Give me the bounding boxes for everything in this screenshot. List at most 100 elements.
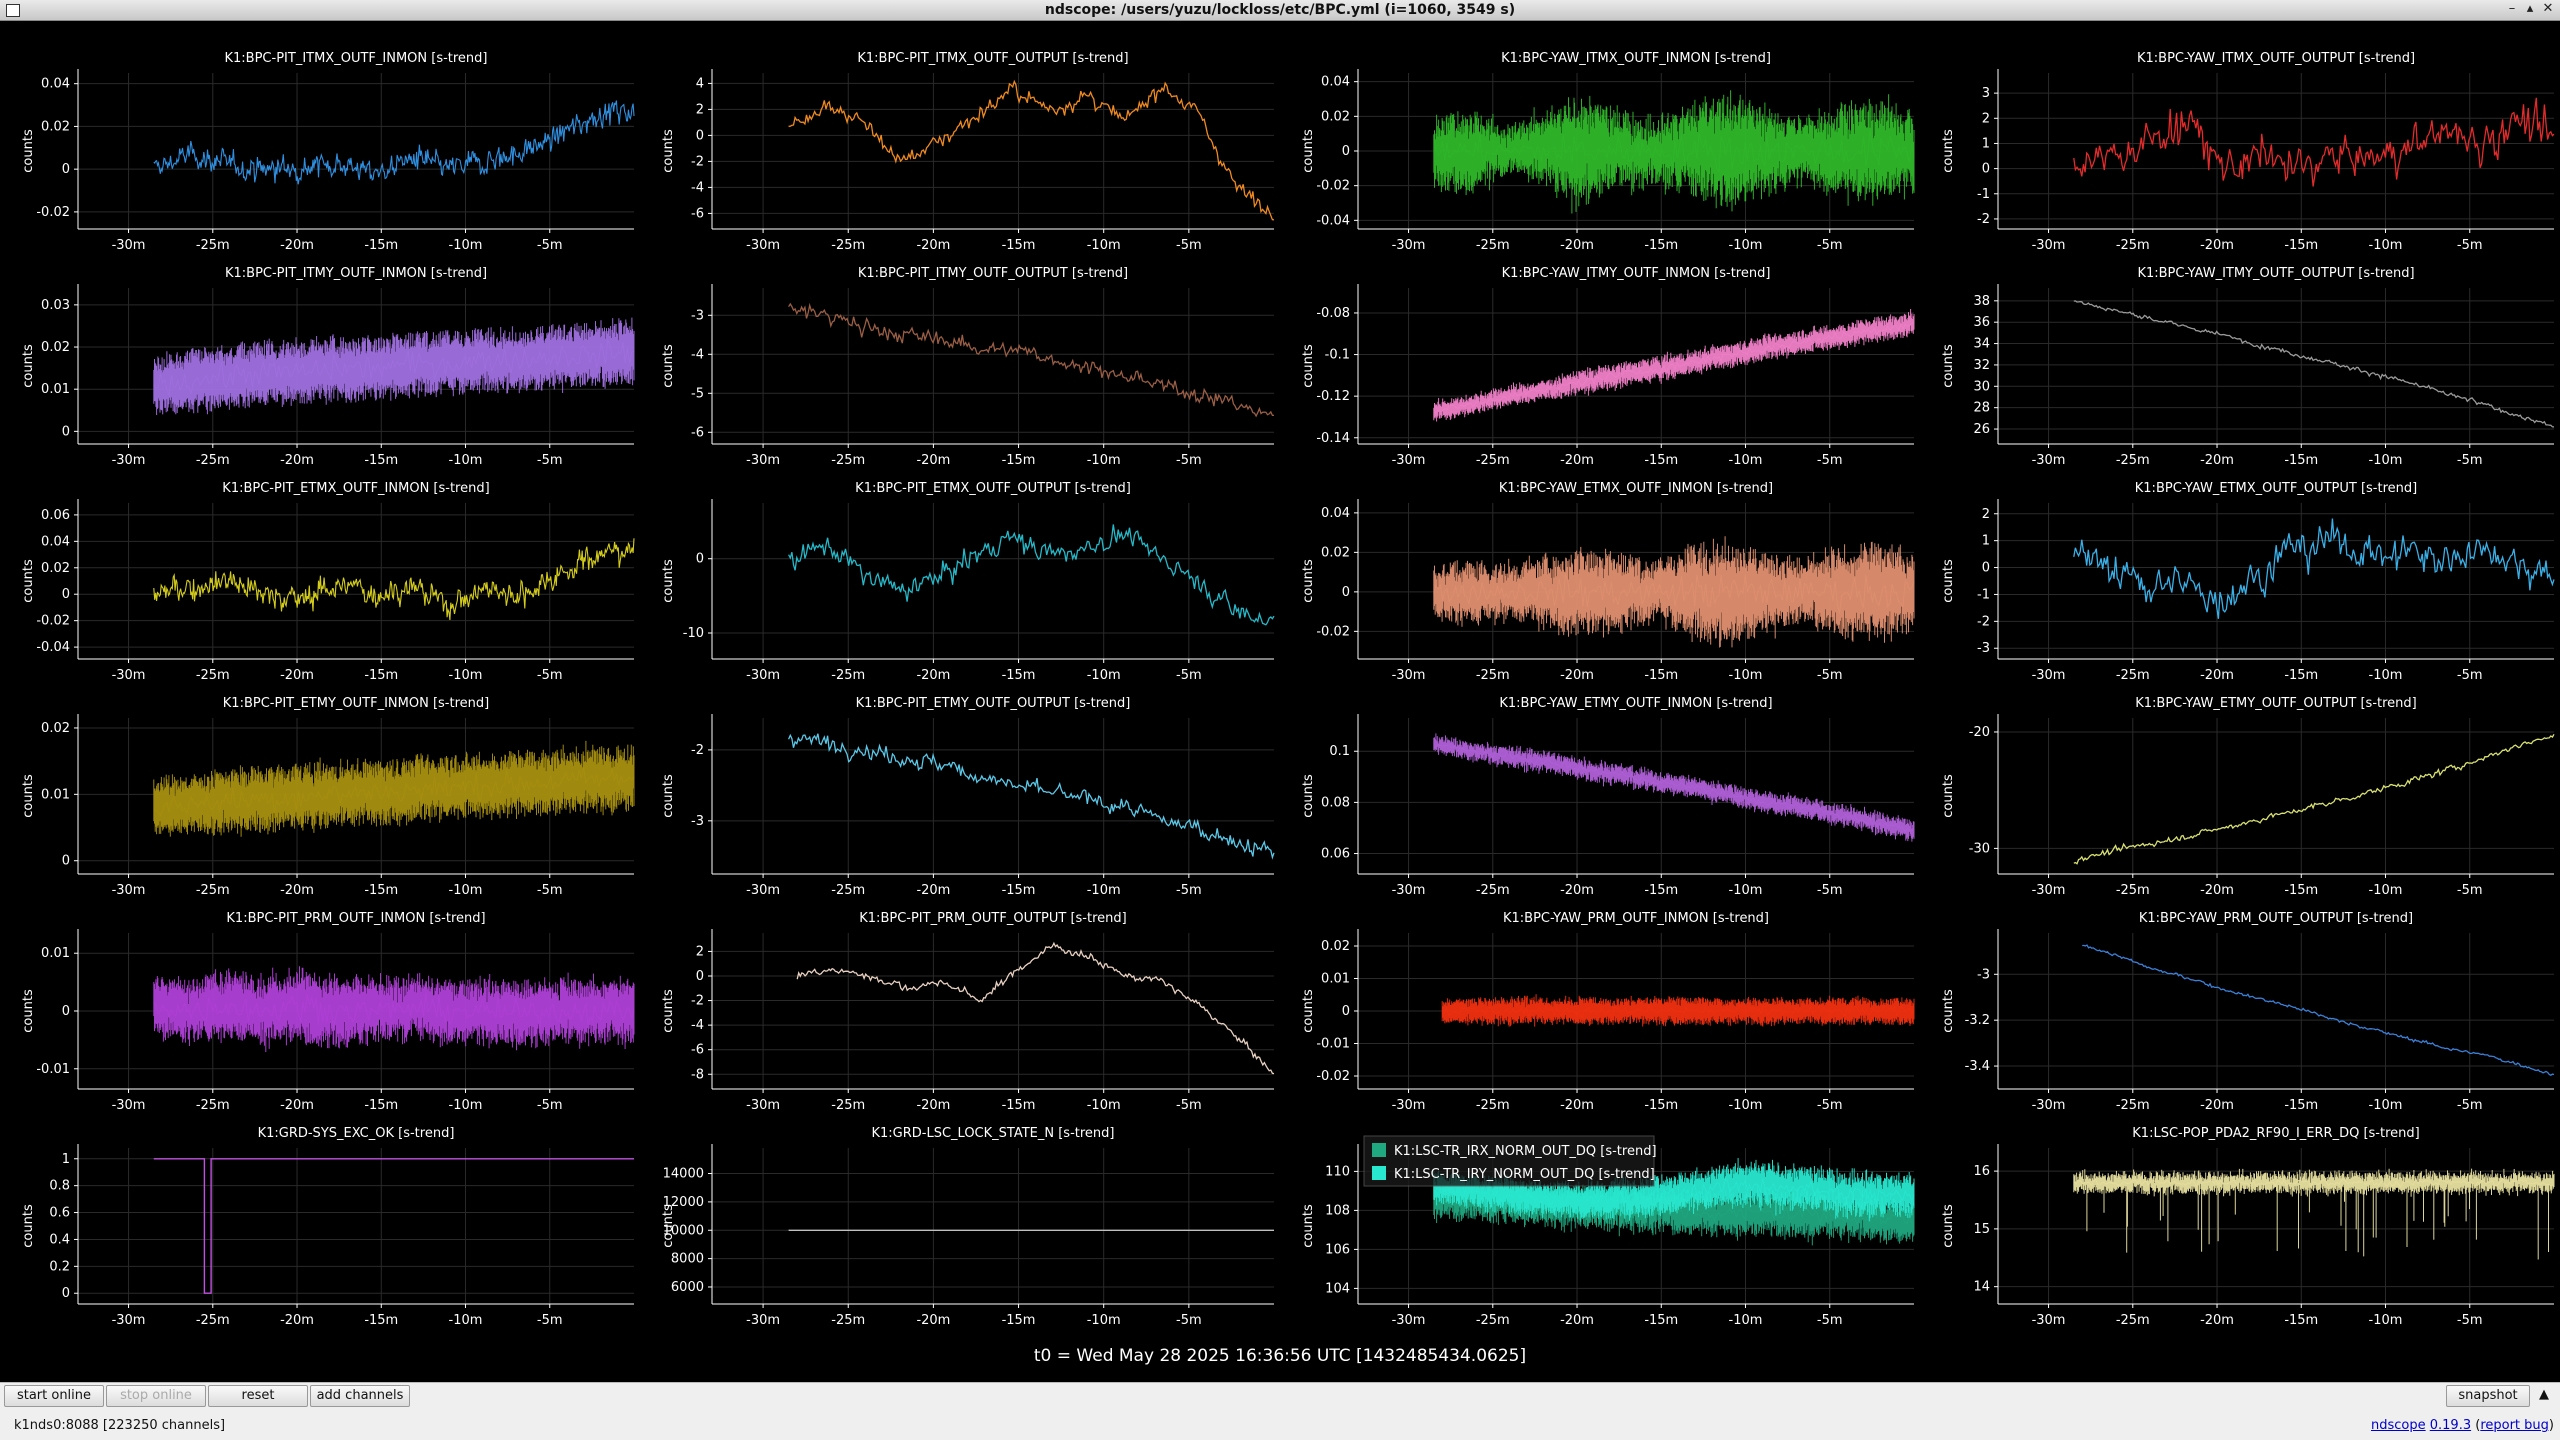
y-tick-label: 6000 bbox=[671, 1280, 704, 1295]
x-tick-label: -10m bbox=[1087, 1098, 1121, 1113]
x-tick-label: -5m bbox=[537, 1098, 563, 1113]
ndscope-link[interactable]: ndscope bbox=[2370, 1418, 2426, 1433]
plot-title: K1:GRD-LSC_LOCK_STATE_N [s-trend] bbox=[871, 1126, 1114, 1141]
y-tick-label: 1 bbox=[1982, 136, 1990, 151]
report-bug-link[interactable]: report bug bbox=[2480, 1418, 2549, 1433]
y-tick-label: 0 bbox=[62, 162, 70, 177]
plot-panel[interactable]: K1:GRD-LSC_LOCK_STATE_N [s-trend] 14000 12… bbox=[661, 1126, 1274, 1328]
plot-panel[interactable]: K1:BPC-PIT_ITMY_OUTF_OUTPUT [s-trend] -3 -… bbox=[661, 266, 1274, 468]
start-online-button[interactable]: start online bbox=[4, 1385, 104, 1407]
maximize-button[interactable]: ▴ bbox=[2526, 1, 2534, 16]
plot-title: K1:BPC-PIT_ITMX_OUTF_OUTPUT [s-trend] bbox=[857, 51, 1128, 66]
legend-swatch bbox=[1372, 1166, 1386, 1180]
x-tick-label: -20m bbox=[280, 1098, 314, 1113]
x-tick-label: -15m bbox=[1644, 1313, 1678, 1328]
plot-panel[interactable]: K1:BPC-YAW_ITMX_OUTF_OUTPUT [s-trend] 3 2 1… bbox=[1941, 51, 2555, 253]
plot-panel[interactable]: K1:BPC-PIT_ITMY_OUTF_INMON [s-trend] 0.03… bbox=[21, 266, 635, 468]
y-tick-label: -0.01 bbox=[1316, 1037, 1350, 1052]
plot-panel[interactable]: K1:BPC-PIT_ETMY_OUTF_INMON [s-trend] 0.02… bbox=[21, 696, 635, 898]
x-tick-label: -25m bbox=[1476, 668, 1510, 683]
y-tick-label: 0.02 bbox=[1321, 109, 1350, 124]
plot-panel[interactable]: K1:BPC-PIT_PRM_OUTF_OUTPUT [s-trend] 2 0 -2… bbox=[661, 911, 1275, 1113]
x-tick-label: -10m bbox=[2369, 1313, 2403, 1328]
plot-panel[interactable]: K1:BPC-YAW_ITMY_OUTF_INMON [s-trend] -0.0… bbox=[1301, 266, 1915, 468]
plot-panel[interactable]: K1:BPC-YAW_PRM_OUTF_INMON [s-trend] 0.02 0… bbox=[1301, 911, 1915, 1113]
x-tick-label: -5m bbox=[1176, 883, 1202, 898]
version-link[interactable]: 0.19.3 bbox=[2429, 1418, 2472, 1433]
close-button[interactable]: ✕ bbox=[2542, 1, 2554, 16]
plot-title: K1:BPC-PIT_ETMY_OUTF_OUTPUT [s-trend] bbox=[856, 696, 1131, 711]
y-tick-label: 0.08 bbox=[1321, 795, 1350, 810]
y-tick-label: -3 bbox=[691, 814, 704, 829]
y-tick-label: -30 bbox=[1969, 841, 1990, 856]
plot-panel[interactable]: K1:BPC-YAW_ETMY_OUTF_OUTPUT [s-trend] -20… bbox=[1941, 696, 2555, 898]
plot-panel[interactable]: K1:BPC-PIT_ETMY_OUTF_OUTPUT [s-trend] -2 -… bbox=[661, 696, 1275, 898]
x-tick-label: -10m bbox=[1087, 453, 1121, 468]
add-channels-button[interactable]: add channels bbox=[310, 1385, 410, 1407]
y-tick-label: 110 bbox=[1325, 1164, 1350, 1179]
collapse-icon[interactable]: ▲ bbox=[2539, 1387, 2549, 1402]
x-tick-label: -5m bbox=[1176, 1098, 1202, 1113]
y-tick-label: 0.01 bbox=[41, 946, 70, 961]
plot-panel[interactable]: 110 108 106 104 -30m -25m -20m -15m -10m -5m count… bbox=[1301, 1135, 1915, 1328]
t0-label: t0 = Wed May 28 2025 16:36:56 UTC [14324… bbox=[1033, 1346, 1527, 1366]
plot-panel[interactable]: K1:GRD-SYS_EXC_OK [s-trend] 1 0.8 0.6 0.4 0.2… bbox=[21, 1126, 634, 1328]
plot-panel[interactable]: K1:BPC-YAW_ETMY_OUTF_INMON [s-trend] 0.1 0… bbox=[1301, 696, 1915, 898]
minimize-button[interactable]: – bbox=[2508, 1, 2516, 16]
y-tick-label: 16 bbox=[1973, 1164, 1990, 1179]
y-tick-label: -0.02 bbox=[36, 205, 70, 220]
plot-panel[interactable]: K1:BPC-PIT_ITMX_OUTF_INMON [s-trend] 0.04… bbox=[21, 51, 635, 253]
x-tick-label: -15m bbox=[1644, 238, 1678, 253]
data-trace bbox=[2073, 1176, 2555, 1189]
plot-panel[interactable]: K1:BPC-PIT_ETMX_OUTF_INMON [s-trend] 0.06… bbox=[21, 481, 635, 683]
x-tick-label: -15m bbox=[2284, 668, 2318, 683]
y-tick-label: 0.02 bbox=[41, 340, 70, 355]
x-tick-label: -10m bbox=[2369, 1098, 2403, 1113]
x-tick-label: -15m bbox=[1644, 1098, 1678, 1113]
x-tick-label: -15m bbox=[1644, 668, 1678, 683]
snapshot-button[interactable]: snapshot bbox=[2446, 1385, 2530, 1407]
x-tick-label: -5m bbox=[537, 883, 563, 898]
reset-button[interactable]: reset bbox=[208, 1385, 308, 1407]
x-tick-label: -10m bbox=[1087, 1313, 1121, 1328]
data-trace bbox=[153, 767, 635, 818]
plot-panel[interactable]: K1:LSC-POP_PDA2_RF90_I_ERR_DQ [s-trend] 1… bbox=[1941, 1126, 2555, 1328]
y-tick-label: 0 bbox=[62, 587, 70, 602]
plot-panel[interactable]: K1:BPC-YAW_PRM_OUTF_OUTPUT [s-trend] -3 -3… bbox=[1941, 911, 2555, 1113]
x-tick-label: -20m bbox=[916, 1098, 950, 1113]
plot-panel[interactable]: K1:BPC-PIT_ITMX_OUTF_OUTPUT [s-trend] 4 2 0… bbox=[661, 51, 1275, 253]
plot-panel[interactable]: K1:BPC-YAW_ITMX_OUTF_INMON [s-trend] 0.04… bbox=[1301, 51, 1915, 253]
x-tick-label: -10m bbox=[1087, 883, 1121, 898]
plot-panel[interactable]: K1:BPC-YAW_ETMX_OUTF_INMON [s-trend] 0.04… bbox=[1301, 481, 1915, 683]
x-tick-label: -30m bbox=[112, 883, 146, 898]
x-tick-label: -20m bbox=[1560, 668, 1594, 683]
x-tick-label: -30m bbox=[1392, 668, 1426, 683]
plot-title: K1:BPC-PIT_PRM_OUTF_INMON [s-trend] bbox=[226, 911, 485, 926]
x-tick-label: -20m bbox=[2200, 1313, 2234, 1328]
y-axis-label: counts bbox=[21, 989, 36, 1033]
plot-panel[interactable]: K1:BPC-YAW_ITMY_OUTF_OUTPUT [s-trend] 38 3… bbox=[1941, 266, 2555, 468]
y-axis-label: counts bbox=[1301, 774, 1316, 818]
plot-grid[interactable]: K1:BPC-PIT_ITMX_OUTF_INMON [s-trend] 0.04… bbox=[0, 21, 2560, 1381]
y-axis-label: counts bbox=[1941, 559, 1956, 603]
plot-panel[interactable]: K1:BPC-PIT_ETMX_OUTF_OUTPUT [s-trend] 0 -1… bbox=[661, 481, 1275, 683]
y-tick-label: -3 bbox=[1977, 641, 1990, 656]
plot-panel[interactable]: K1:BPC-YAW_ETMX_OUTF_OUTPUT [s-trend] 2 1 0… bbox=[1941, 481, 2555, 683]
x-tick-label: -30m bbox=[2032, 668, 2066, 683]
plot-title: K1:BPC-YAW_ETMY_OUTF_INMON [s-trend] bbox=[1499, 696, 1772, 711]
y-axis-label: counts bbox=[661, 129, 676, 173]
x-tick-label: -5m bbox=[1817, 1313, 1843, 1328]
window-titlebar[interactable]: ndscope: /users/yuzu/lockloss/etc/BPC.ym… bbox=[0, 0, 2560, 21]
plot-panel[interactable]: K1:BPC-PIT_PRM_OUTF_INMON [s-trend] 0.01 0… bbox=[21, 911, 635, 1113]
y-axis-label: counts bbox=[21, 129, 36, 173]
y-tick-label: 8000 bbox=[671, 1252, 704, 1267]
data-trace bbox=[153, 100, 635, 185]
x-tick-label: -25m bbox=[2116, 1313, 2150, 1328]
y-tick-label: -0.02 bbox=[1316, 1069, 1350, 1084]
plot-canvas[interactable]: K1:BPC-PIT_ITMX_OUTF_INMON [s-trend] 0.04… bbox=[0, 21, 2560, 1341]
y-axis-label: counts bbox=[21, 559, 36, 603]
x-tick-label: -25m bbox=[1476, 238, 1510, 253]
x-tick-label: -10m bbox=[1729, 453, 1763, 468]
x-tick-label: -30m bbox=[1392, 883, 1426, 898]
plot-title: K1:BPC-YAW_ITMY_OUTF_INMON [s-trend] bbox=[1502, 266, 1771, 281]
